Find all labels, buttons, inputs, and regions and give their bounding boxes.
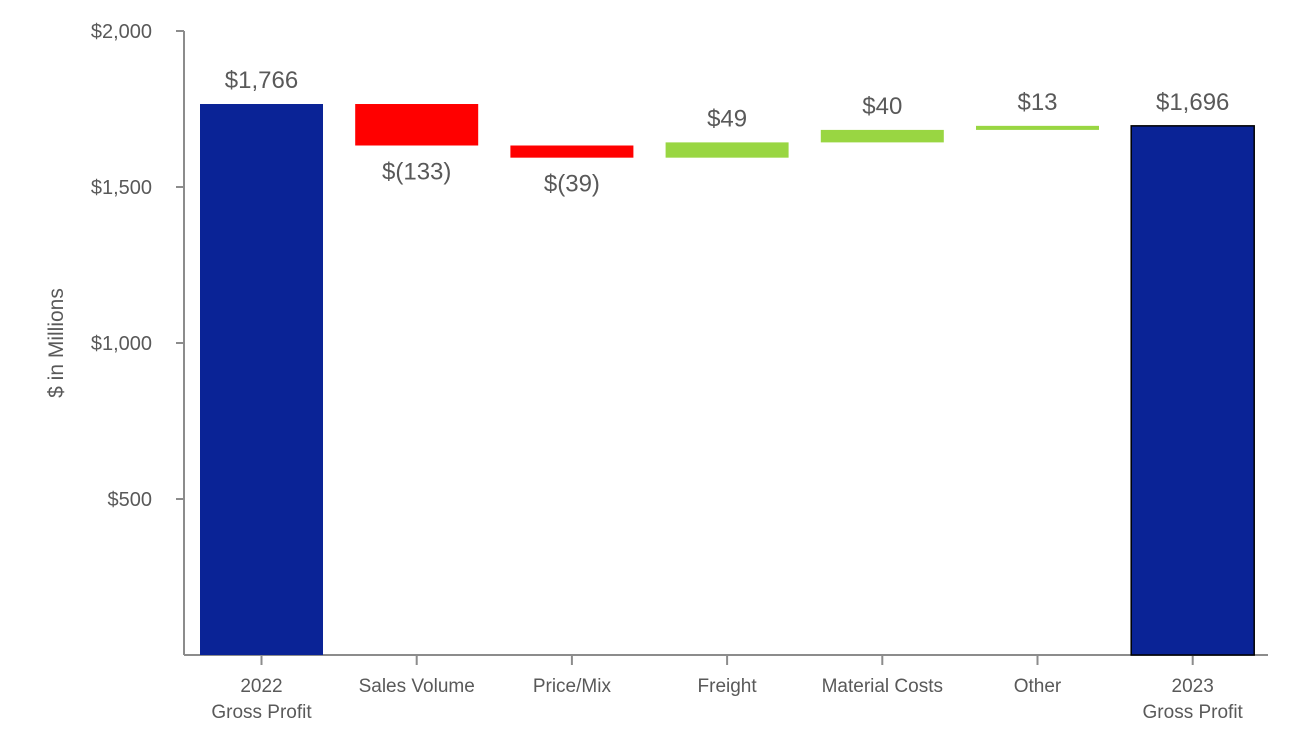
data-label: $49 <box>707 105 747 132</box>
x-tick-label: 2022 <box>240 676 282 697</box>
x-tick-label: Gross Profit <box>1143 702 1244 723</box>
bar-4 <box>820 129 944 143</box>
y-tick-label: $500 <box>108 489 153 511</box>
bar-1 <box>355 104 479 146</box>
x-tick-label: Price/Mix <box>533 676 612 697</box>
bar-3 <box>665 142 789 158</box>
x-tick-label: Freight <box>698 676 758 697</box>
data-label: $1,766 <box>225 67 298 94</box>
y-tick-label: $1,500 <box>91 177 152 199</box>
data-label: $13 <box>1017 89 1057 116</box>
bar-0 <box>200 104 323 656</box>
data-label: $40 <box>862 93 902 120</box>
data-label: $(39) <box>544 171 600 198</box>
x-tick-label: Other <box>1014 676 1062 697</box>
x-tick-label: Gross Profit <box>211 702 312 723</box>
y-tick-label: $1,000 <box>91 333 152 355</box>
bar-2 <box>510 145 634 158</box>
data-label: $1,696 <box>1156 89 1229 116</box>
x-tick-label: Material Costs <box>822 676 943 697</box>
bar-6 <box>1130 125 1255 656</box>
x-tick-label: 2023 <box>1172 676 1214 697</box>
data-label: $(133) <box>382 159 451 186</box>
bar-5 <box>976 125 1099 130</box>
y-tick-label: $2,000 <box>91 21 152 43</box>
x-tick-label: Sales Volume <box>359 676 475 697</box>
y-axis-label: $ in Millions <box>45 288 68 398</box>
